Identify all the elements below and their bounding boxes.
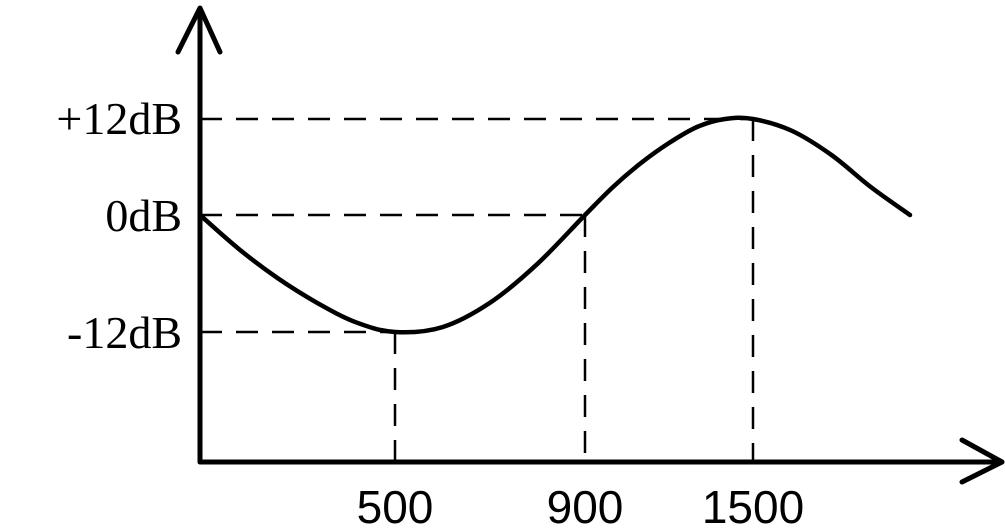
x-tick-label-500: 500 <box>357 481 434 531</box>
x-tick-labels: 500 900 1500 <box>357 481 805 531</box>
y-tick-labels: +12dB 0dB -12dB <box>56 93 182 358</box>
x-tick-label-900: 900 <box>547 481 624 531</box>
y-tick-label-zero: 0dB <box>105 190 182 241</box>
x-tick-label-1500: 1500 <box>702 481 804 531</box>
chart-axes <box>175 5 1005 485</box>
response-curve <box>197 115 913 335</box>
y-tick-label-minus12: -12dB <box>67 307 182 358</box>
x-axis-arrowhead <box>959 437 1005 485</box>
dashed-guide-lines <box>200 117 755 462</box>
y-tick-label-plus12: +12dB <box>56 93 182 144</box>
